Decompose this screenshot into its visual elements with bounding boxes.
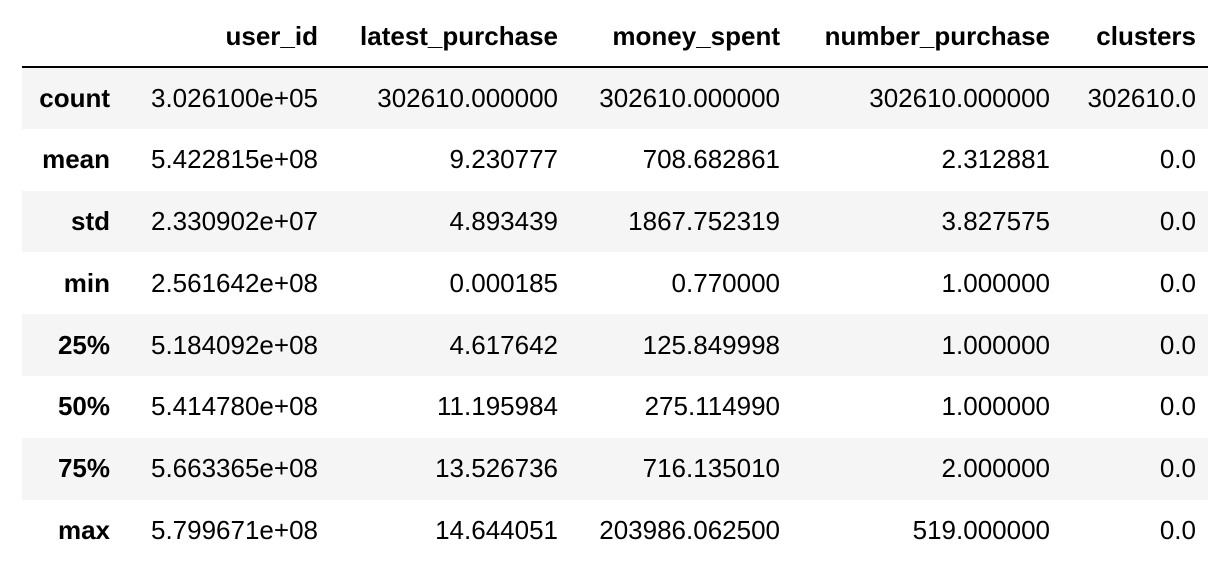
row-label: min [63, 267, 110, 298]
table-cell: 203986.062500 [599, 514, 780, 545]
table-cell: 5.663365e+08 [150, 453, 318, 484]
column-header-money-spent: money_spent [572, 6, 794, 68]
column-header-user-id: user_id [122, 6, 332, 68]
table-cell: 302610.000000 [377, 82, 558, 113]
table-cell: 3.827575 [941, 205, 1050, 236]
dataframe-output: user_id latest_purchase money_spent numb… [22, 6, 1208, 561]
table-cell: 0.0 [1159, 144, 1196, 175]
table-cell: 1.000000 [941, 391, 1050, 422]
table-cell: 2.330902e+07 [150, 205, 318, 236]
table-cell: 13.526736 [435, 453, 558, 484]
table-cell: 4.617642 [449, 329, 558, 360]
column-header-clusters: clusters [1064, 6, 1208, 68]
column-header-number-purchase: number_purchase [794, 6, 1064, 68]
table-cell: 0.770000 [671, 267, 780, 298]
table-cell: 5.184092e+08 [150, 329, 318, 360]
table-cell: 275.114990 [644, 391, 780, 422]
table-cell: 0.0 [1159, 391, 1196, 422]
column-header-latest-purchase: latest_purchase [332, 6, 572, 68]
table-cell: 1.000000 [941, 267, 1050, 298]
table-row: min 2.561642e+08 0.000185 0.770000 1.000… [22, 252, 1208, 314]
row-label: std [71, 205, 110, 236]
table-cell: 716.135010 [642, 453, 780, 484]
table-cell: 0.0 [1159, 267, 1196, 298]
row-label: count [39, 82, 110, 113]
table-cell: 708.682861 [642, 144, 780, 175]
table-row: max 5.799671e+08 14.644051 203986.062500… [22, 500, 1208, 562]
table-row: count 3.026100e+05 302610.000000 302610.… [22, 67, 1208, 129]
table-row: 75% 5.663365e+08 13.526736 716.135010 2.… [22, 437, 1208, 500]
row-label: max [57, 514, 110, 545]
table-cell: 2.000000 [941, 453, 1050, 484]
table-row: 25% 5.184092e+08 4.617642 125.849998 1.0… [22, 314, 1208, 376]
table-body: count 3.026100e+05 302610.000000 302610.… [22, 67, 1208, 561]
header-row: user_id latest_purchase money_spent numb… [22, 6, 1208, 68]
table-cell: 0.0 [1159, 205, 1196, 236]
table-row: 50% 5.414780e+08 11.195984 275.114990 1.… [22, 376, 1208, 438]
table-cell: 2.312881 [941, 144, 1050, 175]
table-cell: 125.849998 [642, 329, 780, 360]
row-label: 25% [57, 329, 110, 360]
row-label: mean [42, 144, 110, 175]
table-cell: 1.000000 [941, 329, 1050, 360]
table-cell: 5.422815e+08 [150, 144, 318, 175]
table-cell: 2.561642e+08 [150, 267, 318, 298]
table-cell: 302610.000000 [599, 82, 780, 113]
table-cell: 519.000000 [912, 514, 1050, 545]
table-cell: 1867.752319 [628, 205, 780, 236]
table-cell: 3.026100e+05 [150, 82, 318, 113]
table-cell: 14.644051 [435, 514, 558, 545]
table-row: mean 5.422815e+08 9.230777 708.682861 2.… [22, 129, 1208, 191]
table-cell: 302610.000000 [869, 82, 1050, 113]
table-cell: 9.230777 [449, 144, 558, 175]
table-cell: 0.0 [1159, 453, 1196, 484]
index-header [22, 6, 122, 68]
table-header: user_id latest_purchase money_spent numb… [22, 6, 1208, 68]
table-cell: 5.414780e+08 [150, 391, 318, 422]
table-cell: 4.893439 [449, 205, 558, 236]
table-cell: 0.0 [1159, 514, 1196, 545]
describe-table: user_id latest_purchase money_spent numb… [22, 6, 1208, 561]
table-cell: 0.000185 [449, 267, 558, 298]
table-cell: 5.799671e+08 [150, 514, 318, 545]
row-label: 75% [57, 453, 110, 484]
row-label: 50% [57, 391, 110, 422]
table-cell: 302610.0 [1087, 82, 1196, 113]
table-cell: 0.0 [1159, 329, 1196, 360]
table-cell: 11.195984 [437, 391, 558, 422]
table-row: std 2.330902e+07 4.893439 1867.752319 3.… [22, 190, 1208, 253]
